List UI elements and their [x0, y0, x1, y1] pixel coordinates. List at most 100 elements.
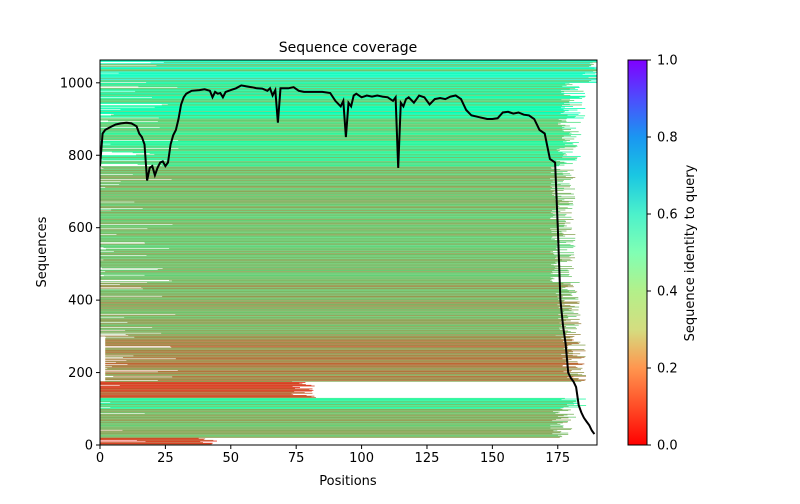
- heatmap-row: [100, 205, 558, 207]
- heatmap-row: [100, 246, 557, 248]
- heatmap-row: [103, 275, 559, 277]
- heatmap-row: [100, 148, 574, 150]
- heatmap-row: [105, 338, 562, 339]
- heatmap-row: [100, 262, 561, 264]
- heatmap-row: [100, 107, 561, 109]
- heatmap-row: [150, 62, 593, 64]
- heatmap-row: [100, 132, 571, 133]
- heatmap-row: [100, 274, 570, 275]
- heatmap-row: [105, 343, 580, 345]
- heatmap-row: [100, 239, 555, 241]
- heatmap-row: [100, 432, 569, 434]
- heatmap-row: [105, 372, 570, 374]
- heatmap-row: [144, 413, 556, 414]
- heatmap-row: [100, 171, 551, 173]
- heatmap-row: [100, 434, 569, 435]
- heatmap-row: [100, 229, 572, 230]
- heatmap-row: [100, 335, 556, 337]
- heatmap-row: [100, 414, 568, 416]
- heatmap-row: [100, 416, 577, 418]
- heatmap-row: [100, 331, 576, 333]
- heatmap-row: [167, 103, 570, 105]
- heatmap-row: [100, 98, 583, 99]
- heatmap-row: [100, 297, 579, 299]
- heatmap-row: [152, 326, 576, 328]
- heatmap-row: [105, 374, 583, 376]
- heatmap-row: [100, 150, 559, 152]
- heatmap-row: [100, 137, 562, 139]
- heatmap-row: [100, 71, 594, 73]
- heatmap-row: [100, 330, 569, 332]
- heatmap-row: [100, 134, 582, 136]
- heatmap-row: [100, 159, 577, 161]
- heatmap-row: [105, 375, 586, 376]
- heatmap-row: [100, 296, 558, 298]
- heatmap-row: [100, 88, 570, 90]
- coverage-line: [100, 84, 596, 435]
- heatmap-row: [100, 287, 563, 289]
- heatmap-row: [100, 423, 561, 425]
- heatmap-row: [100, 421, 568, 423]
- heatmap-row: [100, 314, 581, 316]
- heatmap-row: [105, 337, 571, 339]
- colorbar-tick-label: 0.2: [657, 362, 678, 377]
- colorbar-tick-label: 0.8: [657, 131, 678, 146]
- heatmap-row: [100, 306, 580, 308]
- heatmap-row: [100, 402, 579, 404]
- heatmap-row: [100, 146, 576, 148]
- heatmap-row: [100, 263, 557, 264]
- heatmap-row: [177, 370, 572, 371]
- heatmap-row: [100, 162, 567, 164]
- heatmap-row: [100, 137, 563, 138]
- heatmap-row: [100, 302, 578, 304]
- heatmap-row: [100, 331, 571, 333]
- heatmap-row: [100, 147, 565, 149]
- heatmap-row: [171, 346, 568, 348]
- x-tick-label: 25: [157, 451, 174, 466]
- heatmap-row: [118, 72, 586, 74]
- heatmap-row: [100, 142, 573, 144]
- heatmap-row: [105, 359, 572, 360]
- heatmap-row: [157, 371, 564, 373]
- heatmap-row: [100, 169, 561, 170]
- heatmap-row: [105, 351, 569, 353]
- heatmap-row: [100, 235, 566, 237]
- heatmap-row: [100, 401, 577, 403]
- heatmap-row: [100, 311, 574, 313]
- heatmap-row: [115, 362, 566, 363]
- heatmap-row: [100, 240, 560, 242]
- heatmap-row: [100, 144, 565, 146]
- heatmap-row: [100, 286, 574, 288]
- heatmap-row: [135, 90, 584, 92]
- heatmap-row: [100, 395, 307, 396]
- heatmap-row: [100, 387, 300, 388]
- heatmap-row: [157, 121, 567, 123]
- heatmap-row: [100, 112, 581, 114]
- heatmap-row: [162, 268, 574, 270]
- heatmap-row: [100, 265, 561, 267]
- heatmap-row: [119, 384, 312, 386]
- heatmap-row: [100, 161, 561, 162]
- colorbar-tick-label: 0.4: [657, 285, 678, 300]
- heatmap-row: [161, 104, 582, 106]
- heatmap-row: [110, 402, 574, 404]
- heatmap-row: [100, 109, 578, 111]
- heatmap-row: [149, 153, 566, 154]
- heatmap-row: [100, 131, 579, 133]
- heatmap-row: [103, 247, 574, 249]
- heatmap-row: [100, 93, 565, 95]
- heatmap-row: [100, 227, 573, 229]
- heatmap-row: [100, 199, 565, 201]
- heatmap-row: [100, 197, 558, 199]
- heatmap-row: [105, 356, 586, 358]
- heatmap-row: [100, 85, 563, 87]
- heatmap-row: [113, 250, 553, 252]
- heatmap-row: [100, 79, 592, 81]
- heatmap-row: [100, 423, 558, 425]
- heatmap-row: [100, 231, 562, 233]
- heatmap-row: [100, 263, 552, 265]
- heatmap-row: [172, 224, 560, 225]
- heatmap-row: [158, 117, 584, 119]
- heatmap-row: [144, 274, 569, 276]
- heatmap-row: [100, 176, 576, 178]
